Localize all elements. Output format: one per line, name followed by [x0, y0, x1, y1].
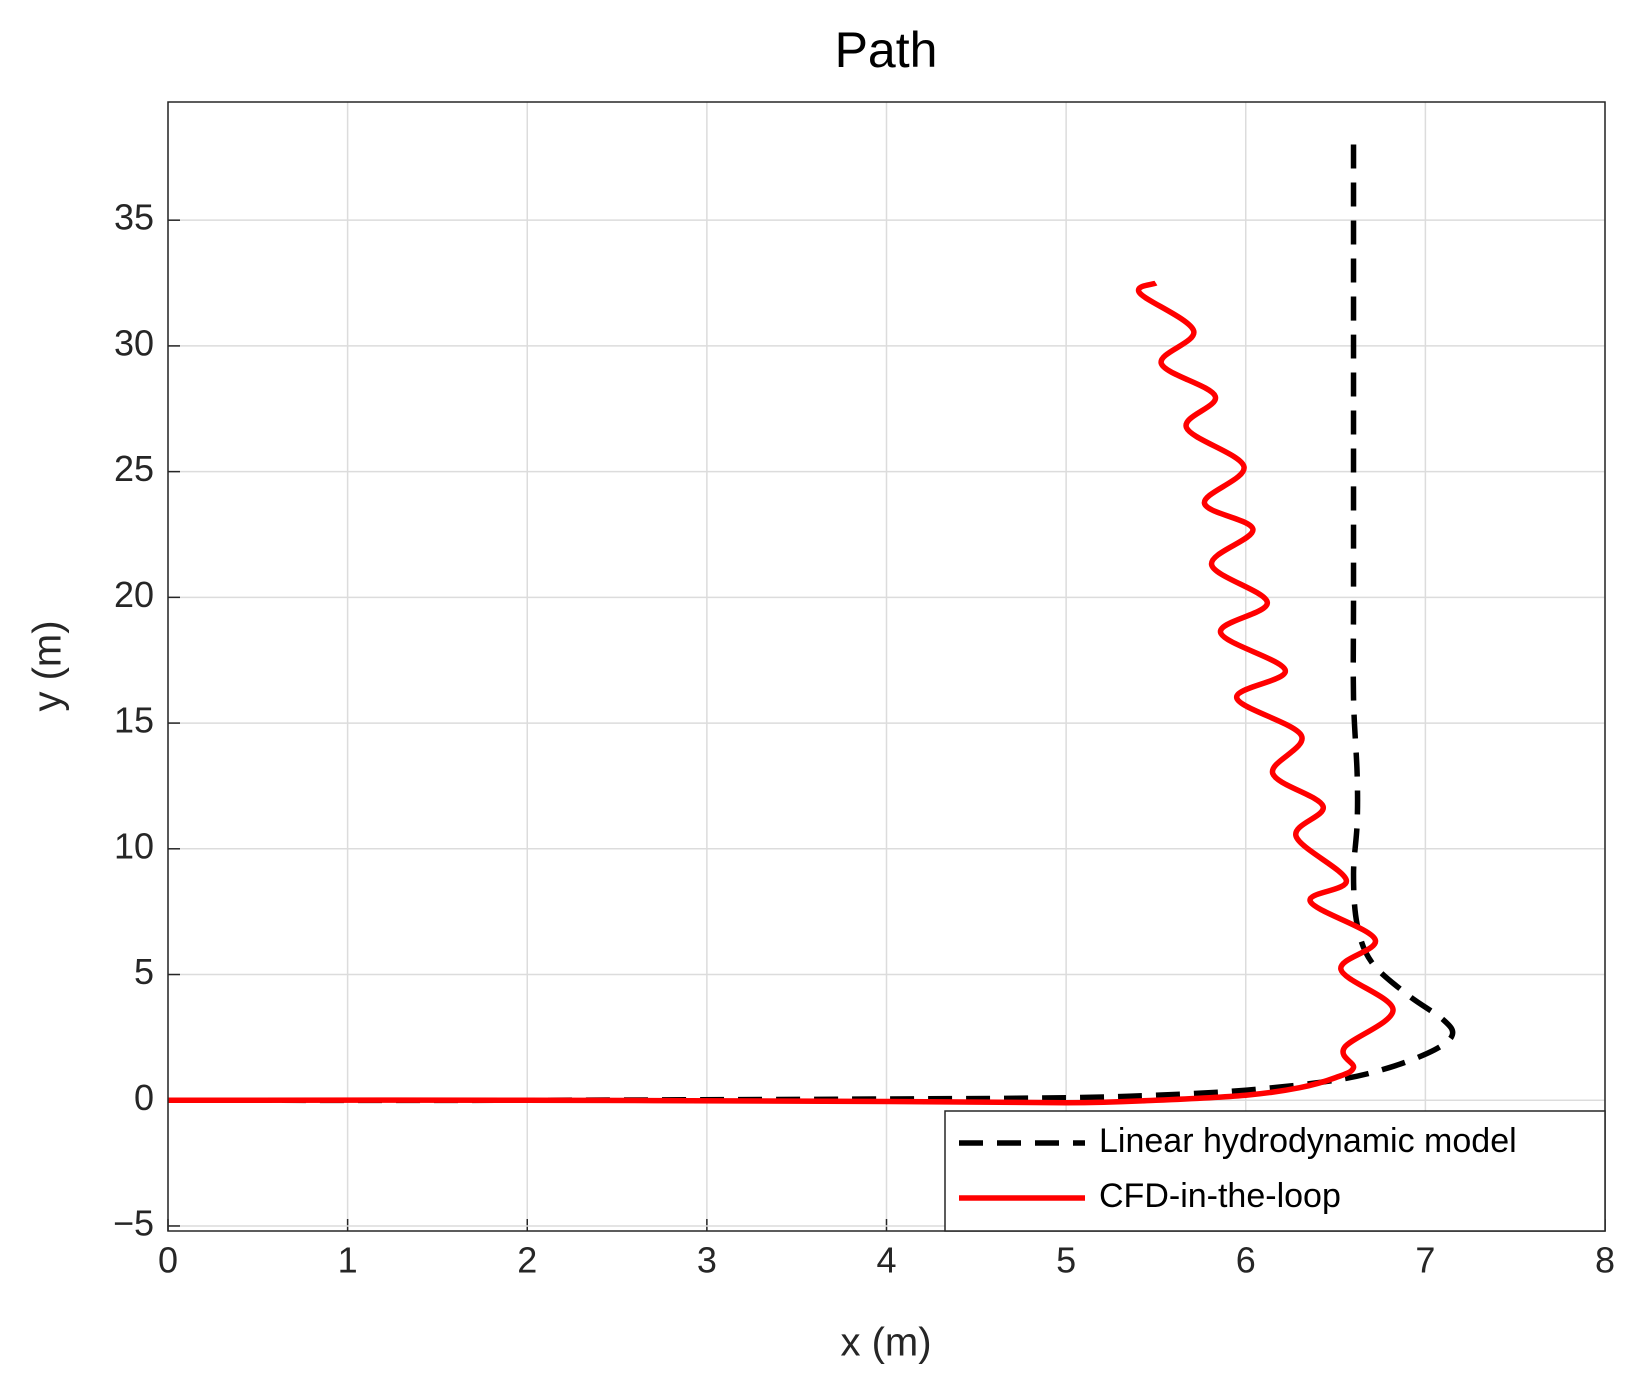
x-tick-label: 4: [876, 1240, 896, 1281]
chart-title: Path: [835, 22, 938, 78]
x-tick-label: 0: [158, 1240, 178, 1281]
x-tick-label: 6: [1236, 1240, 1256, 1281]
x-axis-label: x (m): [840, 1321, 931, 1365]
data-line: [167, 280, 1396, 1106]
x-tick-label: 1: [338, 1240, 358, 1281]
y-tick-label: 10: [114, 825, 154, 866]
legend-label: Linear hydrodynamic model: [1099, 1122, 1517, 1160]
x-tick-label: 2: [517, 1240, 537, 1281]
y-axis-label: y (m): [26, 620, 70, 711]
legend: Linear hydrodynamic model CFD-in-the-loop: [944, 1110, 1606, 1232]
legend-label: CFD-in-the-loop: [1099, 1177, 1341, 1215]
y-tick-label: 15: [114, 700, 154, 741]
x-tick-label: 5: [1056, 1240, 1076, 1281]
y-tick-label: 35: [114, 197, 154, 238]
y-tick-label: 25: [114, 448, 154, 489]
y-tick-label: 30: [114, 322, 154, 363]
legend-box: [944, 1110, 1606, 1232]
y-tick-label: 5: [134, 951, 154, 992]
x-tick-label: 7: [1415, 1240, 1435, 1281]
y-tick-label: 20: [114, 574, 154, 615]
x-tick-label: 8: [1595, 1240, 1615, 1281]
x-tick-label: 3: [697, 1240, 717, 1281]
axes-box: [167, 101, 1606, 1232]
y-tick-label: 0: [134, 1077, 154, 1118]
y-tick-label: −5: [113, 1202, 154, 1243]
